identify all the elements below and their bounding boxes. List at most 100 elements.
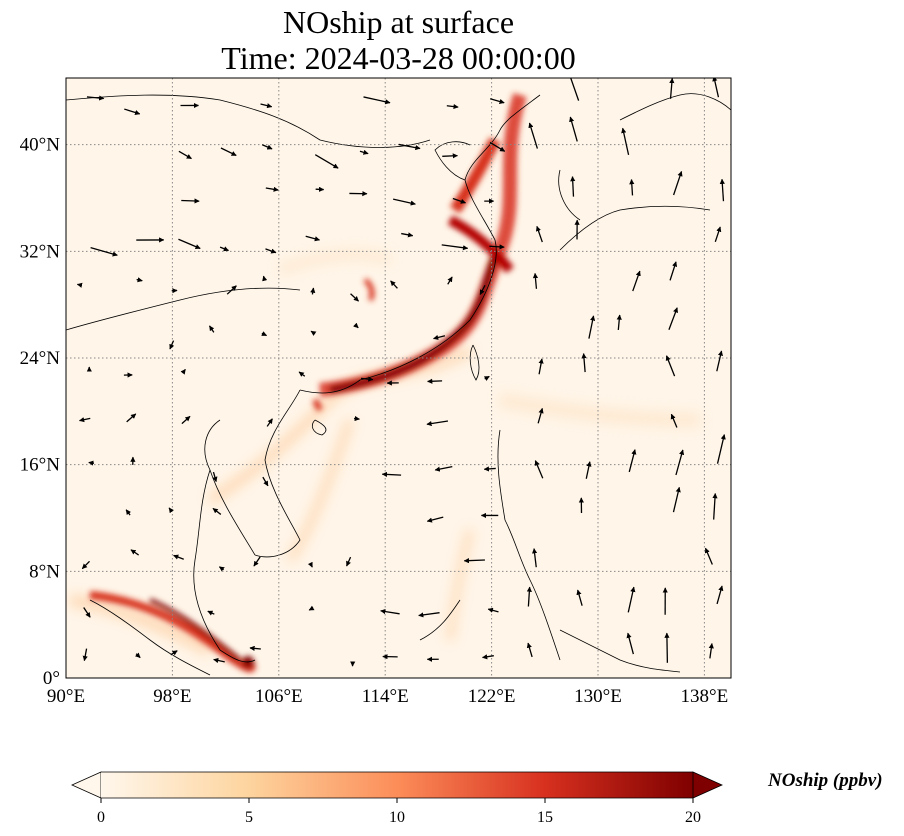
wind-arrow: [441, 244, 469, 251]
wind-arrow: [452, 197, 466, 204]
wind-arrow: [664, 632, 670, 663]
wind-arrow: [426, 516, 444, 523]
wind-arrow: [265, 186, 279, 192]
wind-arrow: [249, 645, 261, 651]
lat-tick-label: 40°N: [20, 135, 61, 156]
wind-arrow: [714, 226, 722, 243]
wind-arrow: [88, 460, 95, 466]
wind-arrow: [213, 657, 225, 664]
wind-arrow: [262, 275, 268, 282]
lon-tick-label: 114°E: [362, 686, 409, 707]
wind-arrow: [483, 466, 496, 472]
colorbar-label: NOship (ppbv): [768, 770, 883, 791]
wind-arrow: [401, 232, 414, 238]
wind-arrow: [346, 556, 352, 567]
wind-arrow: [626, 632, 634, 655]
wind-arrow: [576, 589, 583, 606]
wind-arrow: [392, 198, 416, 206]
wind-arrow: [489, 98, 505, 104]
lon-tick-labels: 90°E 98°E 106°E 114°E 122°E 130°E 138°E: [47, 686, 728, 707]
wind-arrow: [81, 560, 90, 570]
wind-arrow: [310, 330, 317, 336]
wind-arrow: [708, 643, 714, 659]
wind-arrow: [363, 96, 391, 105]
wind-arrow: [716, 350, 723, 372]
wind-arrow: [181, 415, 191, 425]
wind-arrow: [528, 122, 539, 149]
colorbar-extend-min: [71, 771, 102, 799]
lat-tick-labels: 0° 8°N 16°N 24°N 32°N 40°N: [20, 135, 61, 689]
lon-tick-label: 122°E: [468, 686, 516, 707]
map-title: NOship at surface: [282, 4, 515, 40]
wind-arrow: [208, 325, 215, 333]
wind-arrow: [568, 78, 580, 101]
wind-arrow: [534, 460, 544, 479]
wind-arrow: [350, 293, 359, 302]
wind-arrow: [434, 466, 453, 472]
wind-arrow: [219, 246, 229, 252]
wind-arrow: [168, 507, 174, 514]
wind-arrow: [169, 340, 175, 350]
wind-arrow: [90, 247, 118, 257]
wind-arrow: [588, 315, 596, 339]
wind-arrow: [526, 642, 533, 658]
wind-arrow: [130, 549, 140, 556]
wind-arrow: [353, 322, 359, 329]
wind-arrow: [712, 493, 718, 520]
wind-arrow: [632, 270, 641, 292]
colorbar-extend-max: [692, 771, 723, 799]
wind-arrow: [83, 607, 91, 618]
wind-arrow: [418, 612, 440, 618]
wind-arrow: [670, 413, 678, 428]
wind-arrow: [178, 150, 192, 160]
wind-arrow: [489, 141, 506, 152]
colorbar-tick-label: 10: [389, 809, 405, 826]
wind-arrow: [207, 610, 215, 616]
wind-arrow: [629, 179, 635, 196]
wind-arrow: [390, 280, 398, 289]
wind-arrow: [212, 471, 218, 483]
wind-arrow: [716, 434, 726, 464]
lat-tick-label: 0°: [43, 668, 60, 689]
wind-arrow: [76, 282, 83, 288]
wind-arrow: [489, 244, 505, 250]
wind-arrow: [178, 238, 201, 250]
wind-arrow: [537, 407, 544, 424]
wind-arrow: [260, 103, 273, 109]
wind-arrow: [668, 307, 678, 331]
wind-arrow: [672, 486, 681, 513]
wind-arrow: [381, 471, 402, 478]
lon-tick-label: 106°E: [255, 686, 303, 707]
wind-arrow: [487, 607, 499, 613]
wind-arrow: [310, 287, 316, 295]
wind-arrow: [79, 417, 91, 423]
wind-arrow: [446, 103, 459, 110]
wind-arrow: [361, 376, 374, 382]
wind-arrow: [124, 108, 141, 115]
wind-arrow: [532, 272, 539, 289]
wind-arrow: [359, 149, 369, 155]
wind-arrow: [479, 284, 486, 295]
wind-arrow: [170, 650, 178, 656]
wind-arrow: [266, 418, 273, 427]
plot-frame: [65, 77, 732, 679]
lon-tick-label: 130°E: [574, 686, 622, 707]
wind-arrow: [305, 235, 320, 242]
wind-arrow: [427, 378, 443, 384]
wind-arrow: [380, 608, 400, 615]
colorbar-tick-label: 20: [685, 809, 701, 826]
lat-tick-label: 32°N: [20, 241, 61, 262]
wind-arrow: [616, 314, 622, 331]
wind-arrow: [672, 170, 683, 196]
wind-arrow: [447, 276, 453, 285]
wind-arrow: [526, 586, 532, 607]
map-subtitle-time: Time: 2024-03-28 00:00:00: [221, 40, 576, 76]
wind-arrow: [463, 558, 485, 564]
lon-tick-label: 90°E: [47, 686, 85, 707]
coastlines: [66, 93, 731, 676]
wind-arrow: [675, 449, 685, 476]
wind-arrow: [126, 413, 137, 423]
wind-vectors: [76, 78, 726, 667]
lat-tick-label: 24°N: [20, 348, 61, 369]
wind-arrow: [134, 652, 141, 659]
